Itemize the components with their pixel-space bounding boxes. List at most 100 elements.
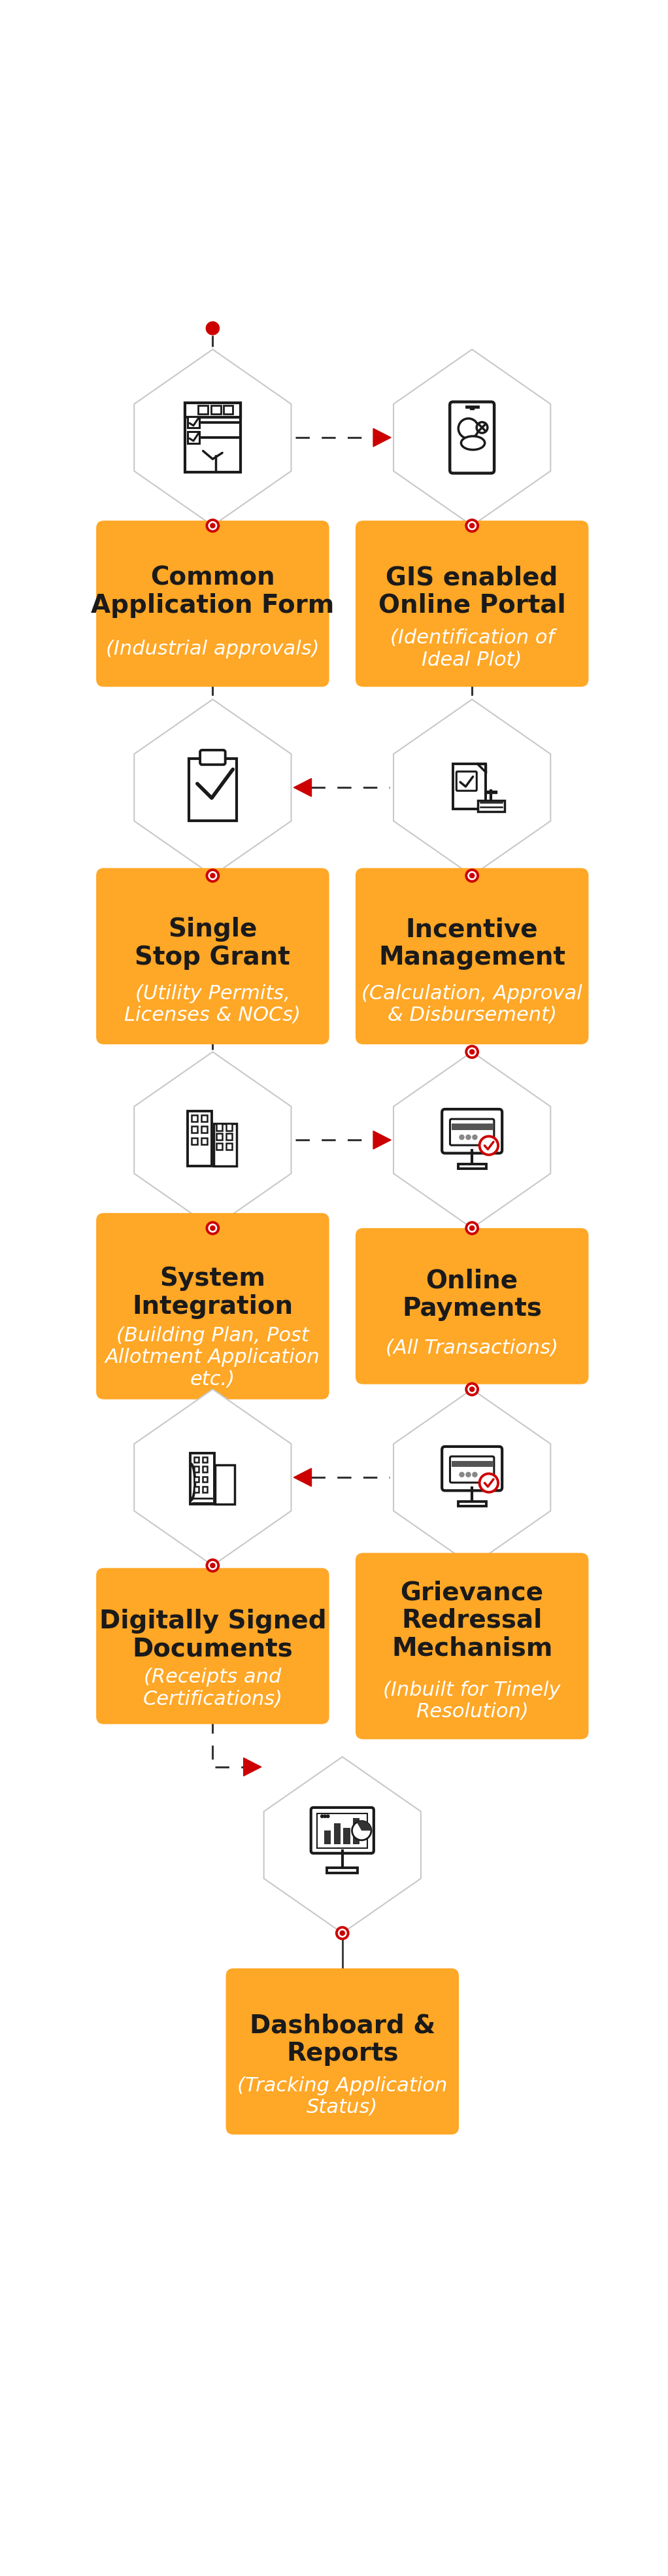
FancyBboxPatch shape xyxy=(453,765,486,809)
Circle shape xyxy=(207,871,218,881)
Circle shape xyxy=(469,523,475,528)
FancyBboxPatch shape xyxy=(202,1476,207,1481)
FancyBboxPatch shape xyxy=(192,1115,197,1121)
Circle shape xyxy=(210,873,216,878)
FancyBboxPatch shape xyxy=(192,1139,197,1144)
Circle shape xyxy=(466,871,478,881)
FancyBboxPatch shape xyxy=(456,773,477,791)
FancyBboxPatch shape xyxy=(202,1458,207,1463)
FancyBboxPatch shape xyxy=(478,801,505,811)
FancyBboxPatch shape xyxy=(194,1466,198,1471)
FancyBboxPatch shape xyxy=(458,1502,486,1507)
FancyBboxPatch shape xyxy=(192,1126,197,1133)
Circle shape xyxy=(469,873,475,878)
Circle shape xyxy=(323,1816,327,1819)
Text: (Identification of
Ideal Plot): (Identification of Ideal Plot) xyxy=(390,629,554,670)
Text: (Utility Permits,
Licenses & NOCs): (Utility Permits, Licenses & NOCs) xyxy=(124,984,301,1025)
Circle shape xyxy=(206,322,219,335)
FancyBboxPatch shape xyxy=(194,1458,198,1463)
FancyBboxPatch shape xyxy=(450,1118,494,1146)
FancyBboxPatch shape xyxy=(202,1486,207,1492)
Text: Dashboard &
Reports: Dashboard & Reports xyxy=(249,2012,436,2066)
Circle shape xyxy=(352,1821,371,1839)
Text: (Industrial approvals): (Industrial approvals) xyxy=(106,639,319,659)
FancyBboxPatch shape xyxy=(442,1110,502,1154)
Text: (All Transactions): (All Transactions) xyxy=(385,1340,558,1358)
Circle shape xyxy=(472,1136,477,1139)
Circle shape xyxy=(321,1816,323,1819)
Circle shape xyxy=(480,1473,498,1492)
Text: GIS enabled
Online Portal: GIS enabled Online Portal xyxy=(378,564,566,618)
Circle shape xyxy=(210,1564,216,1569)
Polygon shape xyxy=(470,407,474,410)
FancyBboxPatch shape xyxy=(353,1819,359,1844)
Text: (Inbuilt for Timely
Resolution): (Inbuilt for Timely Resolution) xyxy=(383,1680,560,1721)
FancyBboxPatch shape xyxy=(96,520,329,688)
Polygon shape xyxy=(134,350,291,526)
FancyBboxPatch shape xyxy=(96,868,329,1043)
FancyBboxPatch shape xyxy=(198,404,208,415)
FancyBboxPatch shape xyxy=(226,1123,232,1131)
FancyBboxPatch shape xyxy=(201,1115,207,1121)
Polygon shape xyxy=(244,1757,261,1775)
Text: Single
Stop Grant: Single Stop Grant xyxy=(135,917,291,969)
FancyBboxPatch shape xyxy=(452,1461,492,1468)
Circle shape xyxy=(337,1927,348,1940)
Polygon shape xyxy=(134,1388,291,1566)
Circle shape xyxy=(469,1226,475,1231)
FancyBboxPatch shape xyxy=(188,417,199,428)
FancyBboxPatch shape xyxy=(188,1110,212,1167)
Circle shape xyxy=(480,1136,498,1154)
Wedge shape xyxy=(357,1821,371,1832)
Circle shape xyxy=(207,1224,218,1234)
Circle shape xyxy=(466,520,478,531)
FancyBboxPatch shape xyxy=(355,868,589,1043)
Circle shape xyxy=(207,1558,218,1571)
Text: Grievance
Redressal
Mechanism: Grievance Redressal Mechanism xyxy=(391,1579,552,1662)
Circle shape xyxy=(210,523,216,528)
Text: Online
Payments: Online Payments xyxy=(402,1267,542,1321)
FancyBboxPatch shape xyxy=(194,1476,198,1481)
FancyBboxPatch shape xyxy=(201,1126,207,1133)
Polygon shape xyxy=(393,1388,550,1566)
Polygon shape xyxy=(486,791,496,793)
FancyBboxPatch shape xyxy=(188,760,236,822)
Circle shape xyxy=(466,1473,471,1476)
Circle shape xyxy=(207,520,218,531)
FancyBboxPatch shape xyxy=(200,750,225,765)
Circle shape xyxy=(466,1046,478,1059)
FancyBboxPatch shape xyxy=(355,1553,589,1739)
FancyBboxPatch shape xyxy=(216,1123,222,1131)
Circle shape xyxy=(469,1048,475,1054)
Polygon shape xyxy=(393,698,550,876)
Polygon shape xyxy=(134,1051,291,1229)
Polygon shape xyxy=(294,1468,311,1486)
Polygon shape xyxy=(393,350,550,526)
Circle shape xyxy=(466,1136,471,1139)
FancyBboxPatch shape xyxy=(215,1466,234,1504)
Text: System
Integration: System Integration xyxy=(132,1267,293,1319)
Text: Common
Application Form: Common Application Form xyxy=(91,564,335,618)
FancyBboxPatch shape xyxy=(96,1213,329,1399)
Circle shape xyxy=(469,1386,475,1391)
FancyBboxPatch shape xyxy=(442,1448,502,1492)
FancyBboxPatch shape xyxy=(355,1229,589,1383)
FancyBboxPatch shape xyxy=(452,1123,492,1131)
FancyBboxPatch shape xyxy=(214,1123,236,1167)
FancyBboxPatch shape xyxy=(458,1164,486,1170)
FancyBboxPatch shape xyxy=(324,1832,331,1844)
Text: Incentive
Management: Incentive Management xyxy=(379,917,566,969)
FancyBboxPatch shape xyxy=(334,1824,341,1844)
Text: (Calculation, Approval
& Disbursement): (Calculation, Approval & Disbursement) xyxy=(361,984,582,1025)
FancyBboxPatch shape xyxy=(317,1814,367,1847)
Polygon shape xyxy=(294,778,311,796)
Text: (Tracking Application
Status): (Tracking Application Status) xyxy=(237,2076,448,2117)
FancyBboxPatch shape xyxy=(450,1455,494,1484)
FancyBboxPatch shape xyxy=(201,1139,207,1144)
FancyBboxPatch shape xyxy=(343,1829,350,1844)
FancyBboxPatch shape xyxy=(450,402,494,474)
Polygon shape xyxy=(373,1131,391,1149)
FancyBboxPatch shape xyxy=(216,1144,222,1149)
Polygon shape xyxy=(393,1051,550,1229)
FancyBboxPatch shape xyxy=(355,520,589,688)
